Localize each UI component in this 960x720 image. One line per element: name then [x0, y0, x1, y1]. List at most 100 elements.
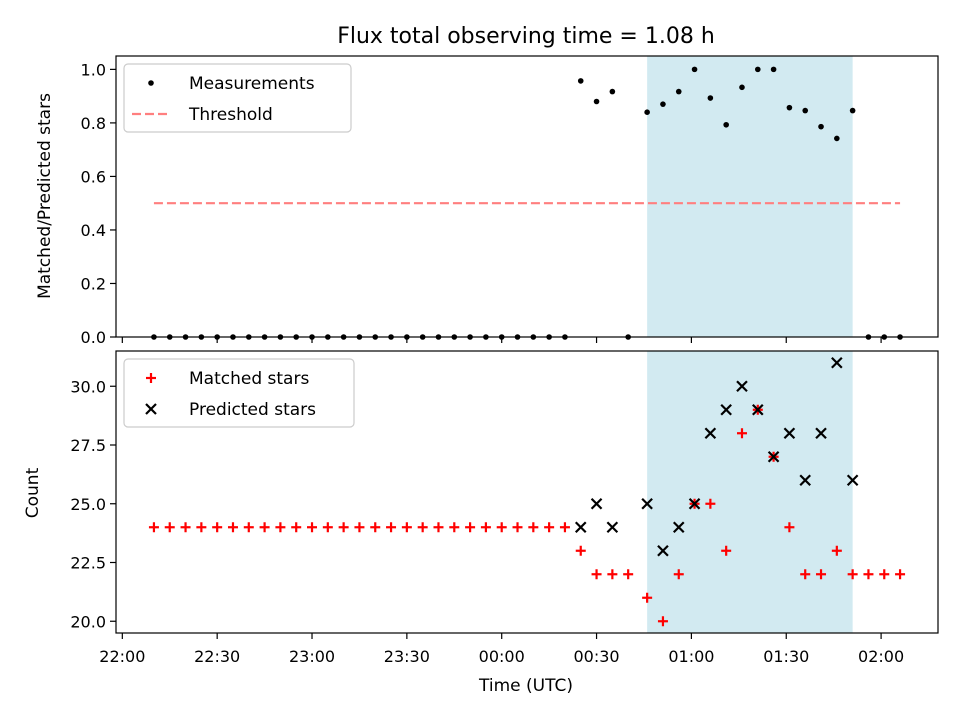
matched-stars-point	[512, 522, 523, 533]
matched-stars-point	[800, 569, 811, 580]
matched-stars-point	[401, 522, 412, 533]
matched-stars-point	[642, 592, 653, 603]
matched-stars-point	[544, 522, 555, 533]
predicted-stars-point	[799, 474, 811, 487]
matched-stars-point	[863, 569, 874, 580]
predicted-stars-point	[688, 497, 701, 510]
matched-stars-point	[227, 522, 238, 533]
predicted-stars-point	[704, 427, 717, 440]
matched-stars-point	[291, 522, 302, 533]
y-tick-label: 1.0	[81, 60, 106, 79]
matched-stars-point	[180, 522, 191, 533]
matched-stars-point	[307, 522, 318, 533]
x-axis-label: Time (UTC)	[478, 676, 573, 696]
matched-stars-point	[784, 522, 795, 533]
legend: Matched stars Predicted stars	[123, 358, 355, 428]
x-tick-label: 22:30	[194, 647, 240, 666]
matched-stars-point	[879, 569, 890, 580]
matched-stars-point	[528, 522, 539, 533]
y-tick-label: 20.0	[70, 612, 106, 631]
y-tick-label: 25.0	[70, 495, 106, 514]
top-panel: 0.0 0.2 0.4 0.6 0.8 1.0 Measurements Threshold	[81, 55, 939, 347]
top-y-axis-label: Matched/Predicted stars	[35, 93, 55, 299]
measurement-point	[609, 88, 616, 95]
matched-stars-point	[196, 522, 207, 533]
measurement-point	[691, 66, 698, 73]
axes-frame	[115, 350, 939, 634]
highlight-span	[647, 351, 853, 633]
bottom-y-axis-label: Count	[23, 467, 43, 518]
measurement-point	[802, 107, 809, 114]
measurement-point	[834, 135, 840, 142]
predicted-stars-point	[783, 427, 796, 440]
predicted-stars-point	[736, 380, 748, 393]
y-tick-label: 0.0	[81, 328, 106, 347]
matched-stars-point	[847, 569, 858, 580]
matched-stars-point	[816, 569, 827, 580]
matched-stars-point	[831, 545, 842, 556]
predicted-stars-point	[641, 497, 653, 510]
y-tick-label: 27.5	[70, 436, 106, 455]
measurement-point	[849, 107, 856, 114]
predicted-stars-point	[672, 521, 685, 534]
y-tick-label: 0.6	[81, 167, 106, 186]
matched-stars-point	[275, 522, 286, 533]
predicted-stars-point	[590, 497, 603, 510]
matched-stars-point	[212, 522, 223, 533]
x-tick-label: 23:30	[384, 647, 430, 666]
measurement-point	[660, 101, 666, 107]
x-tick-label: 23:00	[289, 647, 335, 666]
predicted-stars-point	[606, 521, 619, 534]
matched-stars-point	[736, 428, 747, 439]
matched-stars-point	[465, 522, 476, 533]
predicted-stars-point	[752, 403, 764, 416]
measurement-point	[675, 88, 682, 95]
predicted-stars-point	[574, 521, 587, 534]
chart-title: Flux total observing time = 1.08 h	[337, 24, 715, 49]
x-tick-label: 22:00	[99, 647, 145, 666]
measurement-point	[593, 98, 600, 105]
predicted-stars-point	[657, 544, 669, 557]
matched-stars-point	[575, 545, 586, 556]
legend-label: Predicted stars	[189, 400, 316, 420]
matched-stars-point	[354, 522, 365, 533]
x-tick-label: 02:00	[858, 647, 904, 666]
legend-matched-marker	[146, 373, 156, 383]
axes-frame	[115, 55, 939, 338]
legend-label: Measurements	[189, 74, 315, 94]
x-tick-label: 00:00	[479, 647, 525, 666]
legend-label: Matched stars	[189, 369, 309, 389]
y-tick-label: 22.5	[70, 554, 106, 573]
matched-stars-point	[496, 522, 507, 533]
x-tick-label: 00:30	[573, 647, 619, 666]
measurement-point	[818, 123, 824, 130]
matched-stars-point	[673, 569, 684, 580]
measurement-point	[707, 95, 714, 101]
predicted-stars-point	[846, 474, 859, 487]
matched-stars-point	[559, 522, 570, 533]
x-tick-label: 01:30	[763, 647, 809, 666]
matched-stars-point	[895, 569, 906, 580]
matched-stars-point	[433, 522, 444, 533]
bottom-panel: 20.0 22.5 25.0 27.5 30.0 22:00 22:30 23:00 23:30…	[70, 350, 939, 666]
legend-measurements-marker	[148, 80, 154, 86]
matched-stars-point	[591, 569, 602, 580]
matched-stars-point	[623, 569, 634, 580]
y-tick-label: 0.8	[81, 114, 106, 133]
matched-stars-point	[417, 522, 428, 533]
measurement-point	[577, 78, 584, 84]
matched-stars-point	[322, 522, 333, 533]
measurement-point	[739, 84, 745, 91]
measurement-point	[770, 66, 777, 73]
matched-stars-point	[607, 569, 618, 580]
matched-stars-point	[243, 522, 254, 533]
matched-stars-point	[721, 545, 732, 556]
matched-stars-point	[338, 522, 349, 533]
predicted-stars-point	[815, 427, 827, 440]
matched-stars-point	[386, 522, 397, 533]
matched-stars-point	[259, 522, 270, 533]
matched-stars-point	[657, 616, 668, 627]
predicted-stars-point	[767, 450, 780, 463]
highlight-span	[647, 56, 853, 337]
